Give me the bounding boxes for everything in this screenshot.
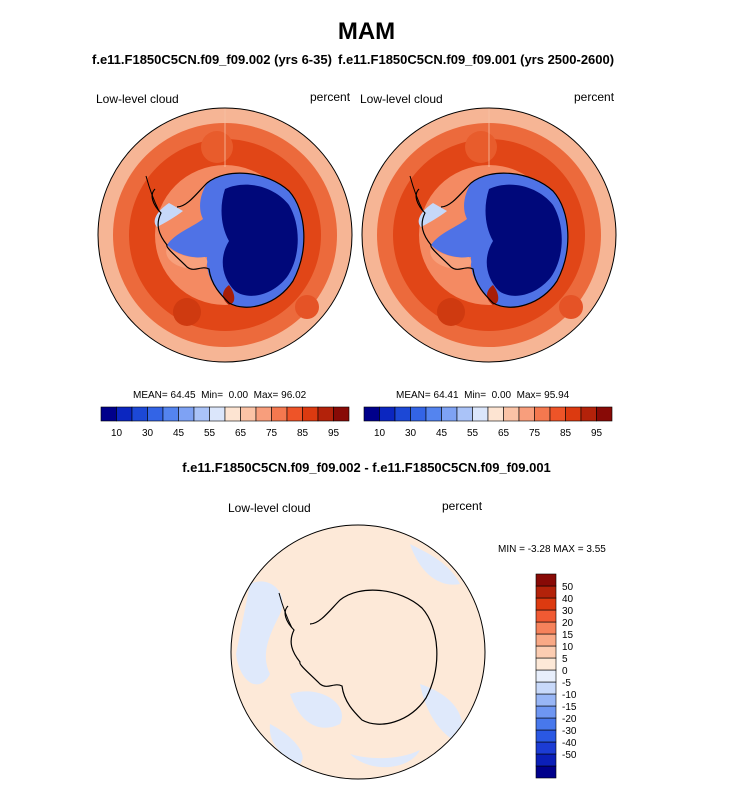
- colorbar-swatch: [549, 406, 566, 422]
- colorbar-swatch: [535, 765, 557, 779]
- panel-left-variable: Low-level cloud: [96, 92, 179, 106]
- colorbar-swatch: [193, 406, 210, 422]
- colorbar-swatch: [178, 406, 195, 422]
- colorbar-swatch: [441, 406, 458, 422]
- map-left: [97, 107, 353, 363]
- colorbar-swatch: [535, 657, 557, 671]
- colorbar-tick-label: 15: [562, 630, 574, 641]
- colorbar-tick-label: -15: [562, 702, 577, 713]
- colorbar-swatch: [240, 406, 257, 422]
- colorbar-swatch: [162, 406, 179, 422]
- colorbar-swatch: [535, 609, 557, 623]
- colorbar-tick-label: 40: [562, 594, 574, 605]
- panel-left-units: percent: [310, 90, 351, 104]
- colorbar-tick-label: 65: [235, 428, 247, 439]
- colorbar-tick-label: 5: [562, 654, 568, 665]
- colorbar-swatch: [209, 406, 226, 422]
- colorbar-swatch: [410, 406, 427, 422]
- colorbar-swatch: [535, 633, 557, 647]
- colorbar-swatch: [131, 406, 148, 422]
- panel-right-subtitle: f.e11.F1850C5CN.f09_f09.001 (yrs 2500-26…: [338, 52, 615, 67]
- colorbar-tick-label: -10: [562, 690, 577, 701]
- colorbar-tick-label: -20: [562, 714, 577, 725]
- colorbar-swatch: [147, 406, 164, 422]
- colorbar-tick-label: 45: [436, 428, 448, 439]
- colorbar-tick-label: 95: [591, 428, 603, 439]
- colorbar-swatch: [535, 645, 557, 659]
- diff-range: MIN = -3.28 MAX = 3.55: [498, 544, 606, 555]
- page-title: MAM: [337, 18, 396, 45]
- colorbar-swatch: [224, 406, 241, 422]
- panel-left-subtitle: f.e11.F1850C5CN.f09_f09.002 (yrs 6-35): [92, 52, 332, 67]
- colorbar-swatch: [535, 681, 557, 695]
- colorbar-swatch: [535, 717, 557, 731]
- colorbar-swatch: [518, 406, 535, 422]
- diff-subtitle: f.e11.F1850C5CN.f09_f09.002 - f.e11.F185…: [182, 460, 551, 475]
- colorbar-tick-label: 0: [562, 666, 568, 677]
- colorbar-tick-label: -50: [562, 750, 577, 761]
- colorbar-tick-label: -5: [562, 678, 571, 689]
- panel-right-variable: Low-level cloud: [360, 92, 443, 106]
- colorbar-tick-label: 55: [204, 428, 216, 439]
- colorbar-swatch: [580, 406, 597, 422]
- colorbar-tick-label: 45: [173, 428, 185, 439]
- colorbar-tick-label: 20: [562, 618, 574, 629]
- colorbar-swatch: [535, 669, 557, 683]
- colorbar-swatch: [535, 585, 557, 599]
- colorbar-swatch: [394, 406, 411, 422]
- colorbar-right: 10 30 45 55 65 75 85 95: [363, 406, 613, 439]
- colorbar-swatch: [534, 406, 551, 422]
- colorbar-swatch: [503, 406, 520, 422]
- colorbar-swatch: [286, 406, 303, 422]
- colorbar-tick-label: 10: [111, 428, 123, 439]
- colorbar-swatch: [100, 406, 117, 422]
- colorbar-swatch: [535, 597, 557, 611]
- colorbar-tick-label: 75: [266, 428, 278, 439]
- colorbar-tick-label: -30: [562, 726, 577, 737]
- colorbar-swatch: [535, 573, 557, 587]
- colorbar-swatch: [565, 406, 582, 422]
- panel-right-stats: MEAN= 64.41 Min= 0.00 Max= 95.94: [396, 390, 570, 401]
- colorbar-swatch: [472, 406, 489, 422]
- colorbar-swatch: [302, 406, 319, 422]
- colorbar-swatch: [456, 406, 473, 422]
- colorbar-swatch: [535, 705, 557, 719]
- colorbar-tick-label: 30: [405, 428, 417, 439]
- colorbar-swatch: [535, 753, 557, 767]
- colorbar-swatch: [596, 406, 613, 422]
- colorbar-swatch: [379, 406, 396, 422]
- colorbar-tick-label: 55: [467, 428, 479, 439]
- colorbar-swatch: [255, 406, 272, 422]
- colorbar-tick-label: 50: [562, 582, 574, 593]
- colorbar-tick-label: 10: [562, 642, 574, 653]
- colorbar-left: 10 30 45 55 65 75 85 95: [100, 406, 350, 439]
- panel-left-stats: MEAN= 64.45 Min= 0.00 Max= 96.02: [133, 390, 307, 401]
- colorbar-tick-label: 85: [560, 428, 572, 439]
- map-right: [361, 107, 617, 363]
- colorbar-swatch: [535, 621, 557, 635]
- colorbar-tick-label: 85: [297, 428, 309, 439]
- diff-units: percent: [442, 499, 483, 513]
- colorbar-tick-label: 95: [328, 428, 340, 439]
- colorbar-swatch: [535, 729, 557, 743]
- colorbar-tick-label: 75: [529, 428, 541, 439]
- colorbar-swatch: [317, 406, 334, 422]
- diff-variable: Low-level cloud: [228, 501, 311, 515]
- colorbar-swatch: [271, 406, 288, 422]
- colorbar-tick-label: 10: [374, 428, 386, 439]
- colorbar-swatch: [363, 406, 380, 422]
- colorbar-tick-label: -40: [562, 738, 577, 749]
- colorbar-tick-label: 30: [142, 428, 154, 439]
- colorbar-tick-label: 30: [562, 606, 574, 617]
- colorbar-swatch: [333, 406, 350, 422]
- colorbar-swatch: [535, 741, 557, 755]
- colorbar-swatch: [535, 693, 557, 707]
- colorbar-tick-label: 65: [498, 428, 510, 439]
- colorbar-swatch: [116, 406, 133, 422]
- colorbar-swatch: [487, 406, 504, 422]
- colorbar-swatch: [425, 406, 442, 422]
- map-diff: [230, 524, 486, 780]
- panel-right-units: percent: [574, 90, 615, 104]
